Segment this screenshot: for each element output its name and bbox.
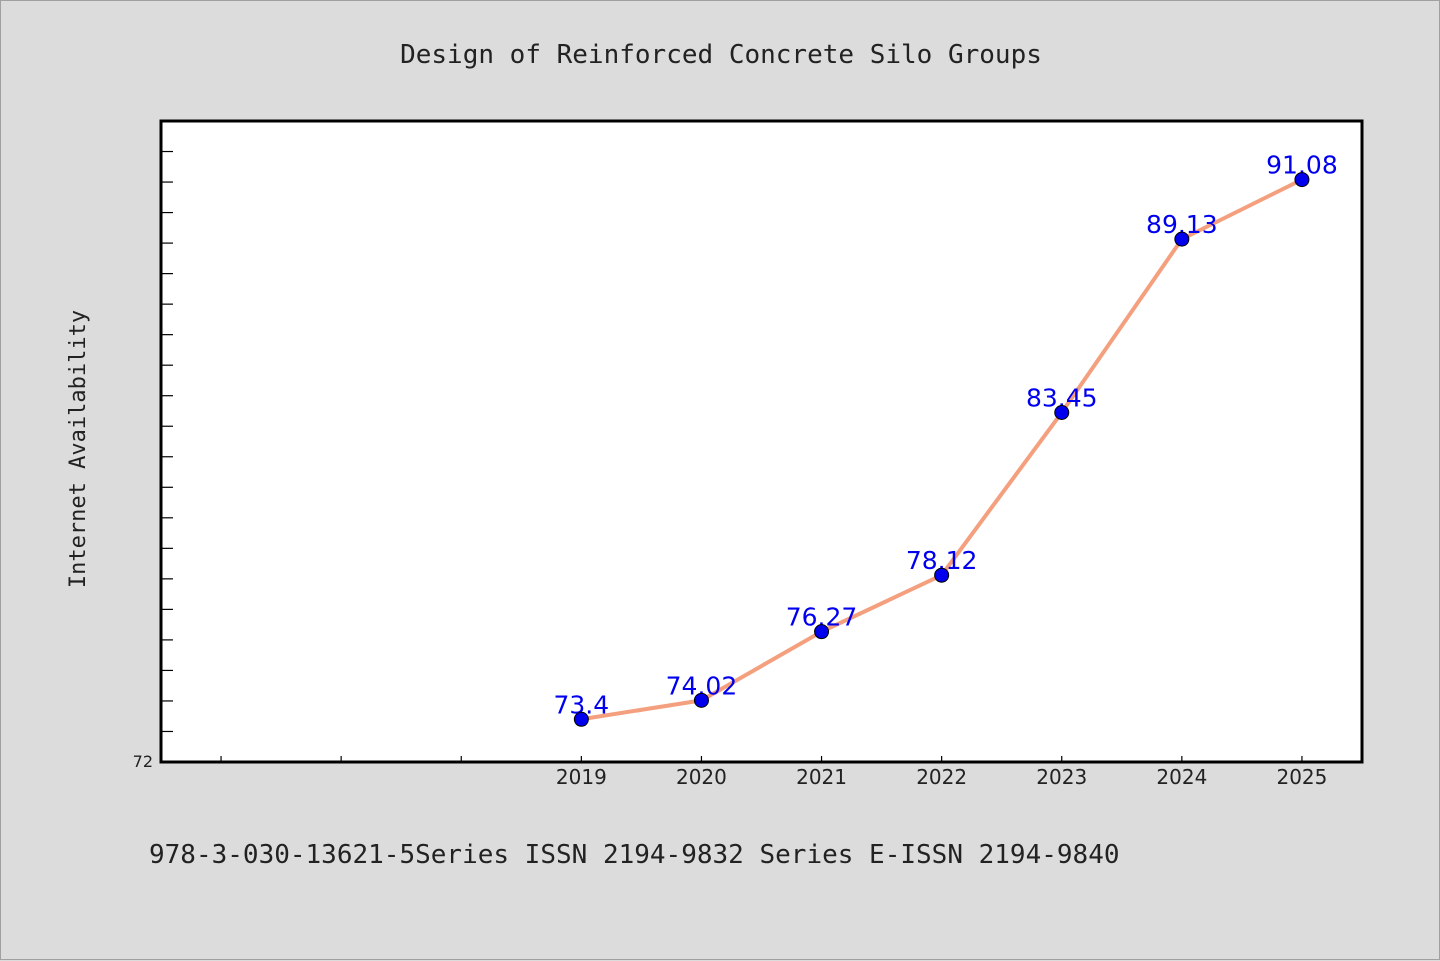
- x-tick-label: 2023: [1036, 765, 1087, 789]
- chart-title: Design of Reinforced Concrete Silo Group…: [400, 40, 1042, 70]
- x-tick-label: 2021: [796, 765, 847, 789]
- y-axis-ticks: [161, 150, 173, 733]
- data-point: [1054, 405, 1070, 421]
- x-tick-label: 2022: [916, 765, 967, 789]
- y-tick-label: 72: [133, 752, 153, 771]
- x-tick-label: 2024: [1156, 765, 1207, 789]
- data-point: [814, 624, 830, 640]
- data-point: [573, 711, 589, 727]
- data-point: [934, 567, 950, 583]
- footer-isbn-text: 978-3-030-13621-5Series ISSN 2194-9832 S…: [149, 840, 1120, 870]
- x-tick-label: 2020: [676, 765, 727, 789]
- data-point: [1174, 231, 1190, 247]
- y-axis-label: Internet Availability: [66, 310, 91, 588]
- x-tick-label: 2025: [1276, 765, 1327, 789]
- x-axis-ticks: 2019 2020 2021 2022 2023 2024 2025: [220, 756, 1327, 789]
- x-tick-label: 2019: [556, 765, 607, 789]
- data-point: [1294, 172, 1310, 188]
- data-point: [693, 692, 709, 708]
- plot-area: [159, 119, 1364, 764]
